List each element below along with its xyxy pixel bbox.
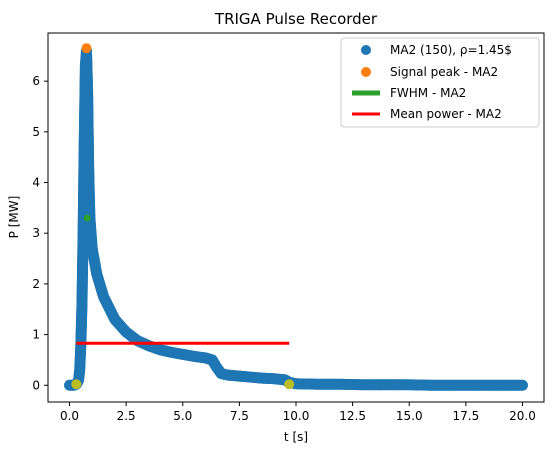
legend-entry-ma2: MA2 (150), ρ=1.45$ — [361, 43, 512, 57]
x-tick-label: 0.0 — [60, 409, 79, 423]
x-tick-label: 15.0 — [396, 409, 423, 423]
legend-entry-mean-power: Mean power - MA2 — [352, 107, 502, 121]
y-tick-label: 1 — [32, 328, 40, 342]
x-tick-label: 17.5 — [453, 409, 480, 423]
x-tick-label: 20.0 — [509, 409, 536, 423]
legend-label-signal-peak: Signal peak - MA2 — [390, 65, 498, 79]
legend-box — [340, 37, 540, 128]
legend-label-ma2: MA2 (150), ρ=1.45$ — [390, 43, 512, 57]
legend-label-mean-power: Mean power - MA2 — [390, 107, 502, 121]
y-axis: 0 1 2 3 4 5 6 — [32, 74, 48, 392]
x-axis-label: t [s] — [284, 430, 308, 444]
legend-label-fwhm: FWHM - MA2 — [390, 86, 466, 100]
ma2-point — [516, 379, 528, 391]
x-tick-label: 7.5 — [230, 409, 249, 423]
y-tick-label: 0 — [32, 378, 40, 392]
y-axis-label: P [MW] — [7, 196, 21, 239]
x-tick-label: 2.5 — [117, 409, 136, 423]
x-tick-label: 12.5 — [339, 409, 366, 423]
series-ma2 — [64, 45, 528, 391]
y-tick-label: 2 — [32, 277, 40, 291]
x-tick-label: 10.0 — [283, 409, 310, 423]
legend: MA2 (150), ρ=1.45$ Signal peak - MA2 FWH… — [340, 37, 540, 128]
y-tick-label: 3 — [32, 226, 40, 240]
x-axis: 0.0 2.5 5.0 7.5 10.0 12.5 15.0 17.5 20.0 — [60, 402, 536, 423]
chart-title: TRIGA Pulse Recorder — [214, 10, 378, 28]
y-tick-label: 5 — [32, 125, 40, 139]
y-tick-label: 4 — [32, 176, 40, 190]
x-tick-label: 5.0 — [173, 409, 192, 423]
signal-peak-point — [81, 43, 92, 54]
y-tick-label: 6 — [32, 74, 40, 88]
legend-marker-ma2 — [361, 45, 371, 55]
plot-area — [64, 43, 528, 391]
fwhm-point — [83, 214, 91, 222]
legend-marker-signal-peak — [361, 67, 371, 77]
legend-entry-signal-peak: Signal peak - MA2 — [361, 65, 498, 79]
legend-entry-fwhm: FWHM - MA2 — [352, 86, 466, 100]
pulse-boundary-point — [71, 379, 82, 390]
pulse-boundary-point — [284, 379, 295, 390]
